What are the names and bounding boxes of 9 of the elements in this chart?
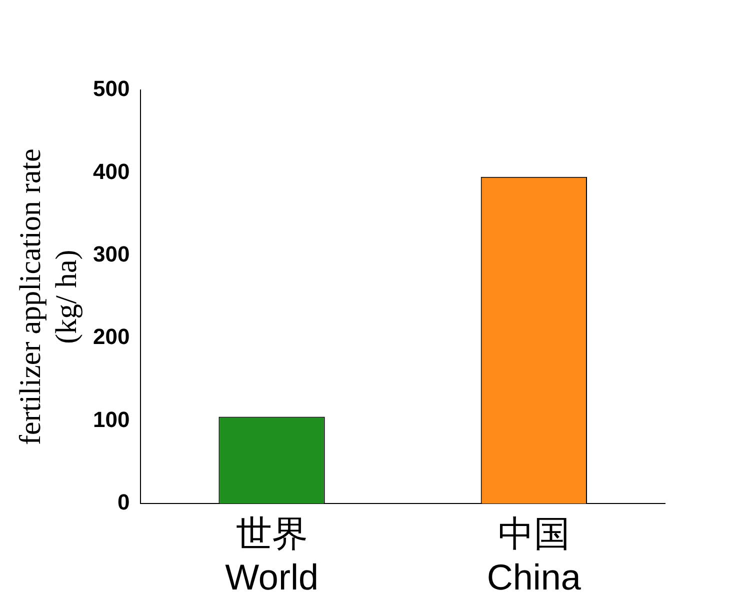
x-tick-label: 世界 World — [225, 513, 318, 598]
y-tick-label: 500 — [92, 76, 130, 102]
y-axis-title: fertilizer application rate (kg/ ha) — [14, 148, 83, 446]
y-tick-label: 200 — [92, 324, 130, 350]
y-tick-label: 100 — [92, 406, 130, 432]
y-tick-label: 300 — [92, 242, 130, 267]
x-tick-label: 中国 China — [486, 513, 582, 598]
y-tick-label: 400 — [92, 158, 130, 184]
y-tick-label: 0 — [117, 490, 130, 515]
